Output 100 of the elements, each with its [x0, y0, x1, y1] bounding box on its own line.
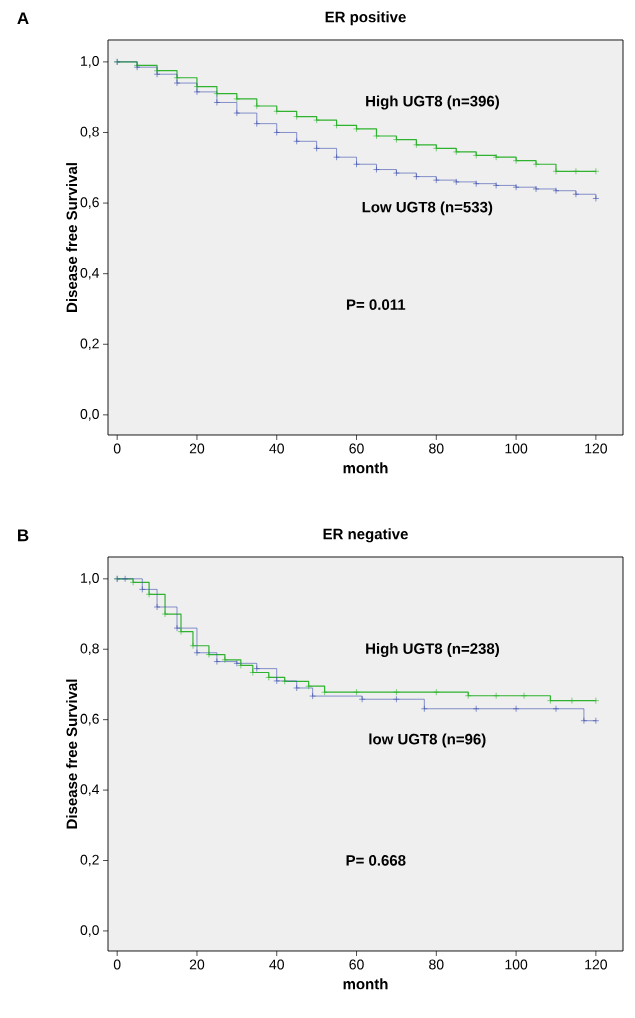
point [592, 195, 600, 202]
point [492, 153, 500, 161]
point [353, 160, 360, 168]
point [433, 145, 440, 152]
point [313, 145, 320, 152]
point [313, 116, 320, 124]
point [293, 138, 300, 145]
text: A [17, 12, 29, 25]
series-label: low UGT8 (n=96) [369, 733, 486, 748]
point [153, 603, 161, 611]
y-tick-label: 0,2 [80, 338, 99, 351]
x-tick-label: 60 [349, 443, 364, 454]
point [273, 108, 281, 115]
point [520, 692, 528, 700]
point [413, 141, 420, 149]
y-tick-label: 0,6 [80, 197, 99, 209]
point [512, 183, 520, 191]
point [532, 160, 540, 168]
point [592, 697, 600, 704]
text: B [18, 529, 29, 542]
x-tick-label: 80 [429, 959, 444, 970]
point [293, 684, 300, 692]
point [512, 157, 520, 165]
y-tick-label: 0,0 [80, 925, 99, 937]
point [552, 187, 560, 195]
point [568, 697, 576, 704]
point [161, 610, 169, 618]
point [153, 67, 161, 74]
point [472, 705, 480, 713]
annotation: P= 0.011 [346, 299, 406, 310]
y-tick-label: 0,6 [80, 713, 99, 726]
point [592, 717, 600, 725]
point [433, 176, 440, 184]
point [139, 586, 146, 593]
point [464, 692, 472, 700]
x-tick-label: 0 [113, 959, 121, 970]
point [233, 109, 241, 117]
series-label: High UGT8 (n=396) [366, 95, 499, 110]
point [221, 656, 229, 664]
point [413, 173, 420, 180]
point [592, 168, 600, 175]
point [273, 677, 281, 685]
point [358, 695, 366, 703]
point [193, 649, 201, 657]
point [532, 185, 540, 193]
point [472, 180, 480, 187]
point [293, 113, 300, 120]
point [321, 688, 328, 696]
x-tick-label: 100 [505, 443, 528, 454]
series-label: Low UGT8 (n=533) [362, 201, 493, 216]
point [265, 674, 273, 681]
point [213, 658, 221, 665]
point [213, 90, 221, 97]
point [572, 168, 580, 175]
point [393, 688, 400, 696]
point [547, 697, 554, 704]
point [173, 624, 181, 632]
x-tick-label: 40 [269, 959, 284, 970]
y-axis-title: Disease free Survival [66, 163, 78, 312]
point [333, 153, 340, 161]
x-tick-label: 120 [585, 959, 608, 970]
point [173, 79, 181, 87]
y-axis-title: Disease free Survival [66, 679, 78, 829]
text: High UGT8 (n=238) [366, 642, 499, 657]
point [253, 665, 261, 672]
x-axis-title: month [343, 978, 388, 990]
x-tick-label: 40 [269, 443, 284, 454]
x-tick-label: 20 [189, 959, 205, 970]
point [213, 99, 221, 106]
point [309, 692, 316, 700]
x-tick-label: 120 [585, 443, 608, 454]
y-tick-label: 0,8 [80, 643, 99, 656]
point [173, 74, 181, 82]
point [492, 182, 500, 189]
point [193, 88, 201, 96]
point [189, 642, 197, 650]
point [281, 677, 289, 685]
point [552, 168, 560, 175]
y-tick-label: 0,8 [80, 126, 99, 139]
x-tick-label: 0 [113, 443, 121, 454]
chart-title: ER negative [323, 528, 408, 543]
x-axis-title: month [343, 462, 388, 474]
point [452, 148, 460, 156]
point [153, 70, 161, 78]
point [305, 682, 312, 690]
x-tick-label: 20 [189, 443, 205, 454]
y-tick-label: 0,2 [80, 854, 99, 867]
point [572, 190, 580, 198]
point [492, 692, 500, 700]
point [273, 129, 281, 136]
point [512, 705, 520, 713]
y-tick-label: 1,0 [81, 56, 99, 68]
y-tick-label: 1,0 [81, 573, 99, 585]
annotation: P= 0.668 [346, 855, 406, 866]
point [121, 575, 129, 583]
y-tick-label: 0,0 [80, 409, 99, 421]
point [353, 688, 360, 696]
y-tick-label: 0,4 [80, 267, 100, 280]
point [552, 705, 560, 713]
point [233, 660, 241, 667]
